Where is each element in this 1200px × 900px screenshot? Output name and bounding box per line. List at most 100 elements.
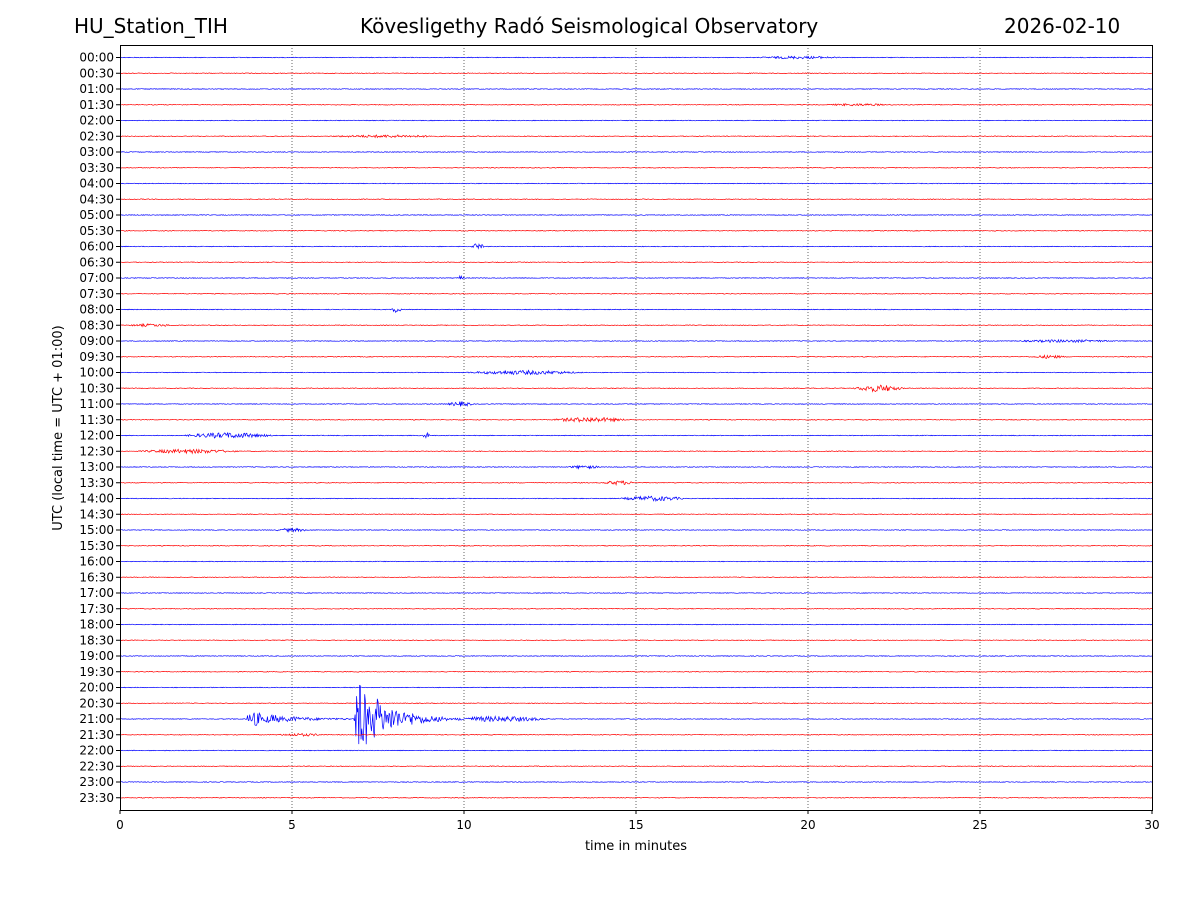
y-tick-label: 08:00 <box>79 303 114 317</box>
trace-1600 <box>121 560 1152 563</box>
x-tick-label: 30 <box>1144 818 1159 832</box>
trace-2300 <box>121 781 1152 783</box>
trace-1430 <box>121 513 1152 516</box>
trace-2330 <box>121 796 1152 799</box>
y-tick-label: 03:30 <box>79 161 114 175</box>
y-tick-label: 14:00 <box>79 492 114 506</box>
trace-1000 <box>121 369 1152 376</box>
y-tick-label: 03:00 <box>79 145 114 159</box>
trace-1400 <box>121 495 1152 502</box>
y-tick-label: 14:30 <box>79 507 114 521</box>
trace-1330 <box>121 480 1152 486</box>
trace-0000 <box>121 55 1152 60</box>
trace-1300 <box>121 464 1152 470</box>
trace-0700 <box>121 274 1152 280</box>
y-tick-label: 12:00 <box>79 429 114 443</box>
trace-1030 <box>121 384 1152 393</box>
x-tick-label: 10 <box>456 818 471 832</box>
y-tick-label: 04:00 <box>79 177 114 191</box>
y-tick-label: 12:30 <box>79 444 114 458</box>
y-tick-label: 11:30 <box>79 413 114 427</box>
trace-0630 <box>121 261 1152 264</box>
x-tick-label: 15 <box>628 818 643 832</box>
trace-2130 <box>121 732 1152 737</box>
y-tick-label: 05:30 <box>79 224 114 238</box>
y-tick-label: 01:30 <box>79 98 114 112</box>
trace-0200 <box>121 119 1152 122</box>
trace-0600 <box>121 243 1152 250</box>
y-tick-label: 10:00 <box>79 366 114 380</box>
observatory-title: Kövesligethy Radó Seismological Observat… <box>360 14 819 38</box>
y-tick-label: 16:30 <box>79 570 114 584</box>
y-tick-label: 18:30 <box>79 633 114 647</box>
trace-0830 <box>121 323 1152 328</box>
y-tick-label: 11:00 <box>79 397 114 411</box>
x-axis-title: time in minutes <box>585 839 687 854</box>
y-tick-label: 17:30 <box>79 602 114 616</box>
y-tick-label: 22:30 <box>79 759 114 773</box>
y-tick-label: 19:00 <box>79 649 114 663</box>
x-tick-label: 25 <box>972 818 987 832</box>
x-tick-label: 5 <box>288 818 296 832</box>
station-name: HU_Station_TIH <box>74 14 228 38</box>
trace-1500 <box>121 527 1152 533</box>
y-tick-label: 18:00 <box>79 618 114 632</box>
y-tick-label: 23:30 <box>79 791 114 805</box>
trace-1200 <box>121 431 1152 439</box>
y-axis-title: UTC (local time = UTC + 01:00) <box>51 325 66 530</box>
y-tick-label: 01:00 <box>79 82 114 96</box>
y-tick-label: 06:30 <box>79 255 114 269</box>
trace-1800 <box>121 623 1152 626</box>
y-tick-label: 02:00 <box>79 114 114 128</box>
trace-0900 <box>121 338 1152 344</box>
trace-0800 <box>121 308 1152 314</box>
y-tick-label: 20:30 <box>79 696 114 710</box>
y-tick-label: 02:30 <box>79 129 114 143</box>
y-tick-label: 19:30 <box>79 665 114 679</box>
trace-0100 <box>121 88 1152 90</box>
trace-2100 <box>121 684 1152 745</box>
trace-1930 <box>121 670 1152 673</box>
y-tick-label: 05:00 <box>79 208 114 222</box>
trace-1700 <box>121 592 1152 594</box>
y-tick-label: 06:00 <box>79 240 114 254</box>
trace-1830 <box>121 639 1152 642</box>
y-tick-label: 23:00 <box>79 775 114 789</box>
y-tick-label: 10:30 <box>79 381 114 395</box>
y-tick-label: 04:30 <box>79 192 114 206</box>
y-tick-label: 20:00 <box>79 681 114 695</box>
trace-1900 <box>121 655 1152 657</box>
plot-frame <box>120 45 1153 811</box>
y-tick-label: 00:00 <box>79 51 114 65</box>
trace-0400 <box>121 182 1152 185</box>
trace-1130 <box>121 416 1152 423</box>
y-tick-label: 09:30 <box>79 350 114 364</box>
trace-0130 <box>121 102 1152 107</box>
y-tick-label: 00:30 <box>79 66 114 80</box>
trace-0930 <box>121 354 1152 359</box>
trace-0300 <box>121 151 1152 153</box>
trace-0500 <box>121 214 1152 216</box>
trace-2200 <box>121 749 1152 752</box>
y-tick-label: 15:00 <box>79 523 114 537</box>
x-axis: 0 5 10 15 20 25 30 <box>116 810 1160 832</box>
trace-1730 <box>121 607 1152 610</box>
y-tick-label: 21:30 <box>79 728 114 742</box>
trace-0330 <box>121 166 1152 169</box>
trace-1530 <box>121 544 1152 547</box>
y-tick-label: 08:30 <box>79 318 114 332</box>
trace-0730 <box>121 292 1152 295</box>
trace-2230 <box>121 765 1152 768</box>
trace-0530 <box>121 229 1152 232</box>
y-tick-label: 07:00 <box>79 271 114 285</box>
y-tick-label: 09:00 <box>79 334 114 348</box>
trace-2030 <box>121 702 1152 705</box>
y-tick-label: 07:30 <box>79 287 114 301</box>
trace-2000 <box>121 686 1152 689</box>
trace-0430 <box>121 198 1152 201</box>
grid-lines <box>291 45 981 810</box>
y-tick-label: 15:30 <box>79 539 114 553</box>
y-tick-label: 21:00 <box>79 712 114 726</box>
trace-0230 <box>121 134 1152 139</box>
